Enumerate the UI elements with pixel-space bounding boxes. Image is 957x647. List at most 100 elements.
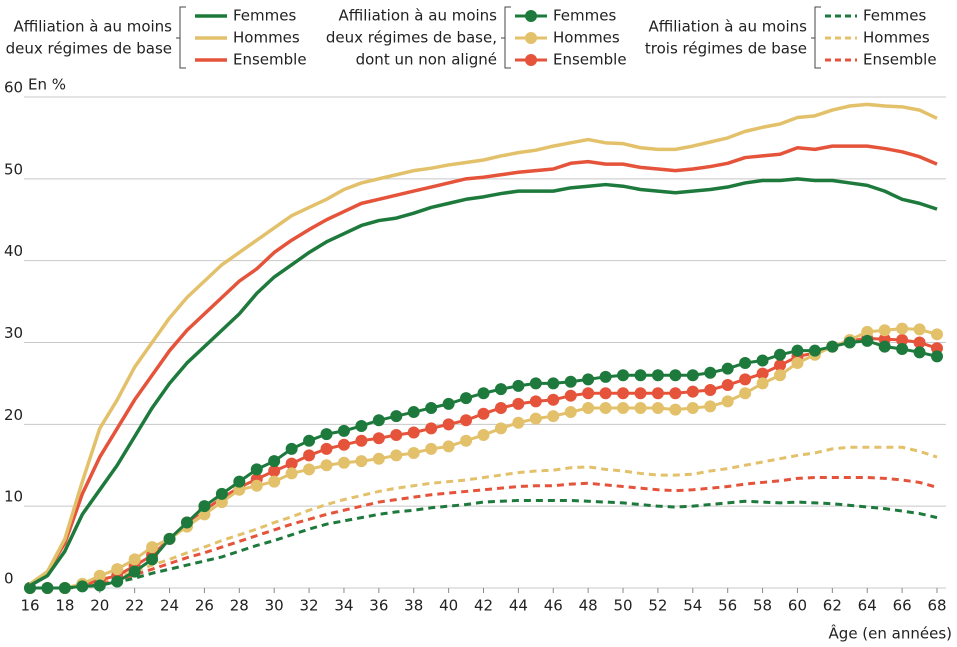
series-marker <box>774 369 787 382</box>
x-tick-label: 20 <box>90 597 109 615</box>
y-tick-label: 40 <box>4 242 23 260</box>
series-marker <box>180 516 193 529</box>
series-marker <box>669 403 682 416</box>
series-line <box>30 476 938 590</box>
legend-label: Hommes <box>553 29 620 47</box>
series-marker <box>320 428 333 441</box>
series-marker <box>547 393 560 406</box>
series-marker <box>617 401 630 414</box>
series-marker <box>146 541 159 554</box>
series-marker <box>791 344 804 357</box>
series-marker <box>303 449 316 462</box>
series-marker <box>669 387 682 400</box>
series-marker <box>425 422 438 435</box>
series-marker <box>494 401 507 414</box>
series-marker <box>93 569 106 582</box>
series-marker <box>407 426 420 439</box>
x-tick-label: 28 <box>230 597 249 615</box>
x-tick-label: 22 <box>125 597 144 615</box>
series-marker <box>651 401 664 414</box>
legend-marker <box>525 54 537 66</box>
x-tick-label: 64 <box>858 597 877 615</box>
legend-group-title: deux régimes de base, <box>326 29 497 47</box>
x-tick-label: 30 <box>265 597 284 615</box>
series-marker <box>669 369 682 382</box>
series-marker <box>111 563 124 576</box>
legend-bracket <box>501 6 511 69</box>
series-marker <box>407 446 420 459</box>
series-marker <box>494 422 507 435</box>
series-marker <box>913 346 926 359</box>
series-marker <box>268 475 281 488</box>
series-marker <box>355 434 368 447</box>
series-marker <box>617 387 630 400</box>
series-marker <box>721 379 734 392</box>
series-marker <box>529 377 542 390</box>
legend-label: Femmes <box>863 7 926 25</box>
series-marker <box>477 407 490 420</box>
series-marker <box>425 401 438 414</box>
x-tick-label: 40 <box>439 597 458 615</box>
series-marker <box>390 449 403 462</box>
series-marker <box>617 369 630 382</box>
series-marker <box>268 455 281 468</box>
x-tick-label: 66 <box>893 597 912 615</box>
legend-marker <box>525 10 537 22</box>
series-marker <box>320 459 333 472</box>
series-marker <box>460 414 473 427</box>
series-marker <box>774 348 787 361</box>
legend-group-title: deux régimes de base <box>6 40 172 58</box>
legend-group-title: Affiliation à au moins <box>649 18 808 36</box>
series-marker <box>233 475 246 488</box>
series-marker <box>843 336 856 349</box>
series-marker <box>512 397 525 410</box>
series-marker <box>721 395 734 408</box>
x-tick-label: 26 <box>195 597 214 615</box>
series-line <box>30 339 938 590</box>
series-line <box>28 144 938 587</box>
series-marker <box>564 389 577 402</box>
series-marker <box>547 377 560 390</box>
series-marker <box>477 428 490 441</box>
series-marker <box>739 387 752 400</box>
legend-label: Ensemble <box>863 51 937 69</box>
series-marker <box>582 387 595 400</box>
series-line <box>29 177 938 588</box>
series-marker <box>337 438 350 451</box>
series-marker <box>564 406 577 419</box>
series-marker <box>686 385 699 398</box>
legend-label: Ensemble <box>233 51 307 69</box>
x-tick-label: 56 <box>718 597 737 615</box>
x-tick-label: 52 <box>648 597 667 615</box>
x-tick-label: 62 <box>823 597 842 615</box>
series-marker <box>861 334 874 347</box>
series-marker <box>878 340 891 353</box>
series-marker <box>442 440 455 453</box>
y-tick-label: 50 <box>4 160 23 178</box>
series-marker <box>477 387 490 400</box>
series-marker <box>337 424 350 437</box>
series-marker <box>163 532 176 545</box>
series-marker <box>913 336 926 349</box>
series-marker <box>756 377 769 390</box>
series-marker <box>651 369 664 382</box>
x-tick-label: 54 <box>683 597 702 615</box>
series-marker <box>896 334 909 347</box>
series-marker <box>250 479 263 492</box>
x-tick-label: 32 <box>300 597 319 615</box>
series-marker <box>582 373 595 386</box>
series-marker <box>215 487 228 500</box>
series-marker <box>529 412 542 425</box>
series-line <box>30 336 938 590</box>
series-marker <box>529 395 542 408</box>
x-tick-label: 60 <box>788 597 807 615</box>
series-marker <box>704 400 717 413</box>
series-marker <box>111 575 124 588</box>
series-marker <box>808 344 821 357</box>
legend-label: Hommes <box>233 29 300 47</box>
series-marker <box>425 442 438 455</box>
series-marker <box>931 350 943 363</box>
series-marker <box>931 328 943 341</box>
series-marker <box>861 325 874 338</box>
